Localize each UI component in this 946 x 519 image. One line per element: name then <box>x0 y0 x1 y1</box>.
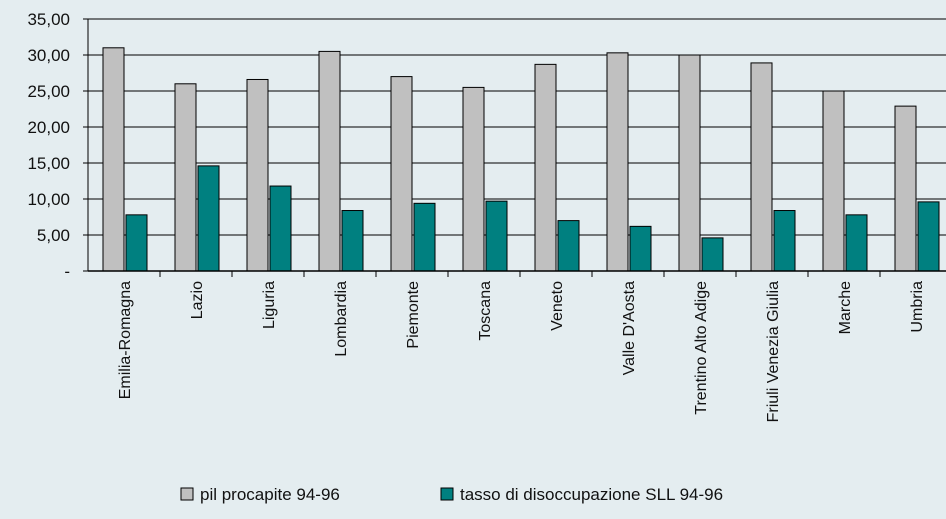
legend-swatch-pil <box>180 487 194 501</box>
y-tick-label: 35,00 <box>27 10 70 29</box>
x-tick-labels: Emilia-Romagna Lazio Liguria Lombardia Piemo… <box>117 281 926 423</box>
y-tick-label: 10,00 <box>27 190 70 209</box>
bar-tasso-disoccupazione <box>485 200 508 272</box>
bar-tasso-disoccupazione <box>197 165 220 272</box>
x-tick-label: Friuli Venezia Giulia <box>765 281 782 423</box>
bar-tasso-disoccupazione <box>773 210 796 272</box>
bar-pil-procapite <box>102 47 125 272</box>
legend-label-disoccupazione: tasso di disoccupazione SLL 94-96 <box>460 485 723 504</box>
bars <box>102 47 940 272</box>
y-tick-label: 30,00 <box>27 46 70 65</box>
x-tick-label: Umbria <box>909 281 926 333</box>
bar-pil-procapite <box>174 83 197 272</box>
bar-tasso-disoccupazione <box>917 201 940 272</box>
x-tick-label: Emilia-Romagna <box>117 281 134 399</box>
bar-pil-procapite <box>678 54 701 272</box>
x-tick-label: Liguria <box>261 281 278 329</box>
legend-label-pil: pil procapite 94-96 <box>200 485 340 504</box>
x-tick-label: Toscana <box>477 281 494 341</box>
y-tick-labels: - 5,00 10,00 15,00 20,00 25,00 30,00 35,00 <box>27 10 70 281</box>
x-tick-label: Veneto <box>549 281 566 331</box>
x-tick-label: Lombardia <box>333 281 350 357</box>
y-tick-label: 15,00 <box>27 154 70 173</box>
x-tick-label: Lazio <box>189 281 206 319</box>
legend-swatch-disoccupazione <box>440 487 454 501</box>
bar-pil-procapite <box>606 52 629 272</box>
bar-pil-procapite <box>318 50 341 272</box>
bar-tasso-disoccupazione <box>557 220 580 272</box>
gridlines <box>88 18 946 236</box>
bar-tasso-disoccupazione <box>701 237 724 272</box>
bar-tasso-disoccupazione <box>845 214 868 272</box>
bar-tasso-disoccupazione <box>269 185 292 272</box>
bar-pil-procapite <box>822 90 845 272</box>
x-tick-label: Piemonte <box>405 281 422 349</box>
x-tick-label: Valle D'Aosta <box>621 281 638 375</box>
bar-tasso-disoccupazione <box>413 202 436 272</box>
bar-tasso-disoccupazione <box>125 214 148 272</box>
bar-pil-procapite <box>462 86 485 272</box>
axes <box>83 18 946 277</box>
y-tick-label: 5,00 <box>37 226 70 245</box>
bar-tasso-disoccupazione <box>341 210 364 272</box>
x-tick-label: Marche <box>837 281 854 334</box>
legend: pil procapite 94-96 tasso di disoccupazi… <box>180 485 723 504</box>
bar-pil-procapite <box>750 62 773 272</box>
bar-pil-procapite <box>246 78 269 272</box>
bar-pil-procapite <box>534 63 557 272</box>
bar-pil-procapite <box>894 105 917 272</box>
y-tick-label: - <box>64 262 70 281</box>
y-tick-label: 20,00 <box>27 118 70 137</box>
x-tick-label: Trentino Alto Adige <box>693 281 710 415</box>
bar-tasso-disoccupazione <box>629 225 652 272</box>
bar-pil-procapite <box>390 76 413 272</box>
y-tick-label: 25,00 <box>27 82 70 101</box>
